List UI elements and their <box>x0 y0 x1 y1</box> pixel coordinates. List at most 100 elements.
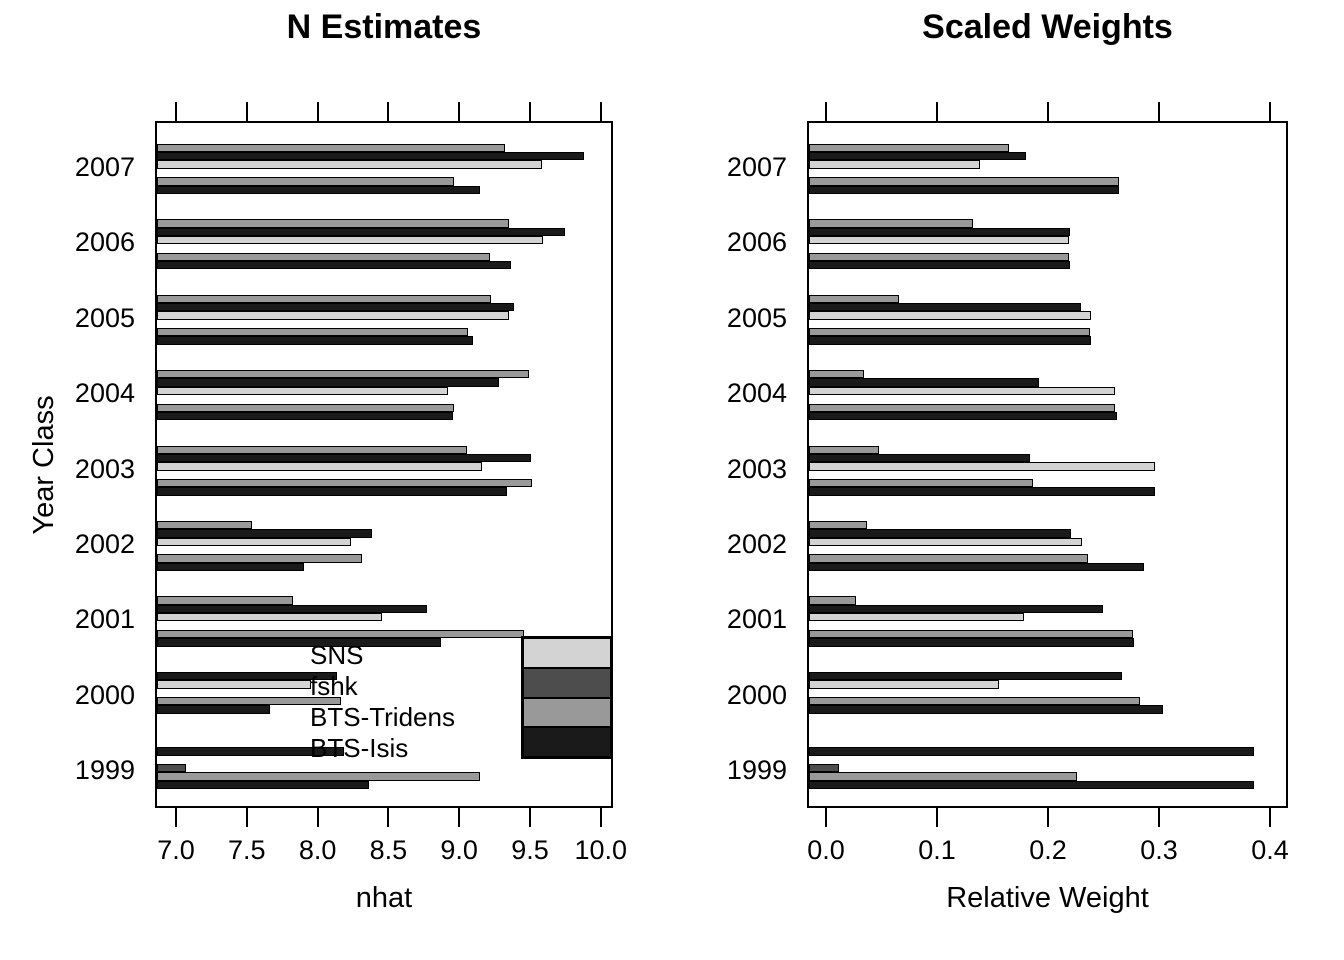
legend-label-fshk: fshk <box>310 671 358 702</box>
year-label: 2000 <box>726 679 787 710</box>
year-label: 2007 <box>74 151 135 182</box>
bar <box>157 747 344 756</box>
bar <box>809 261 1070 270</box>
bar <box>157 478 532 488</box>
x-tick-top <box>387 102 390 121</box>
year-label: 2002 <box>726 528 787 559</box>
bar <box>809 370 864 379</box>
year-label: 2007 <box>726 151 787 182</box>
bar <box>157 629 524 639</box>
bar <box>809 462 1156 471</box>
bar <box>157 152 585 161</box>
x-tick-top <box>1158 102 1160 121</box>
bar <box>157 311 510 320</box>
bar <box>157 177 455 186</box>
bar <box>809 705 1164 714</box>
x-axis-title-nhat: nhat <box>355 882 413 914</box>
plot-box-scaled-weights <box>807 121 1288 808</box>
bar <box>809 177 1119 186</box>
bar <box>809 554 1088 563</box>
x-tick-bottom <box>316 808 319 827</box>
bar <box>809 152 1026 161</box>
year-label: 2002 <box>74 528 135 559</box>
year-label: 1999 <box>726 755 787 786</box>
chart-title-n-estimates: N Estimates <box>286 8 482 46</box>
legend-swatch-fshk <box>523 667 611 698</box>
bar <box>157 671 337 681</box>
bar <box>157 403 455 412</box>
year-label: 2005 <box>726 302 787 333</box>
bar <box>157 328 469 337</box>
bar <box>809 529 1072 538</box>
bar <box>157 185 480 194</box>
bar <box>157 596 293 605</box>
year-label: 2001 <box>74 604 135 635</box>
x-tick-bottom <box>599 808 602 827</box>
year-label: 2006 <box>74 227 135 258</box>
chart-title-scaled-weights: Scaled Weights <box>922 8 1173 46</box>
legend-label-bts-tridens: BTS-Tridens <box>310 701 455 732</box>
x-tick-bottom <box>936 808 938 827</box>
bar <box>157 370 530 379</box>
x-tick-label: 10.0 <box>574 835 628 865</box>
legend <box>521 636 613 759</box>
bar <box>809 160 981 169</box>
year-label: 1999 <box>74 755 135 786</box>
legend-swatch-bts-tridens <box>523 697 611 728</box>
bar <box>809 302 1082 312</box>
x-tick-label: 0.4 <box>1251 835 1289 865</box>
x-tick-label: 0.1 <box>918 835 956 865</box>
bar <box>157 294 491 303</box>
bar <box>809 780 1255 790</box>
bar <box>809 252 1069 261</box>
bar <box>157 554 363 563</box>
bar <box>157 780 370 790</box>
year-label: 2003 <box>74 453 135 484</box>
x-tick-bottom <box>175 808 177 827</box>
bar <box>809 747 1255 756</box>
bar <box>809 403 1116 412</box>
bar <box>809 562 1145 572</box>
x-tick-bottom <box>1047 808 1049 827</box>
x-tick-label: 8.5 <box>369 835 408 865</box>
bar <box>157 537 351 547</box>
x-tick-top <box>936 102 938 121</box>
x-tick-top <box>599 102 602 121</box>
bar <box>809 671 1123 681</box>
bar <box>809 604 1104 614</box>
x-tick-top <box>1047 102 1049 121</box>
year-label: 2004 <box>726 378 787 409</box>
x-tick-top <box>1269 102 1271 121</box>
x-tick-label: 7.5 <box>228 835 266 865</box>
x-tick-bottom <box>458 808 461 827</box>
x-tick-bottom <box>1158 808 1160 827</box>
bar <box>809 520 867 530</box>
bar <box>157 302 514 312</box>
bar <box>809 336 1092 345</box>
bar <box>157 252 490 261</box>
x-tick-bottom <box>245 808 248 827</box>
bar <box>157 696 341 706</box>
x-tick-bottom <box>529 808 531 827</box>
bar <box>809 328 1090 337</box>
bar <box>157 378 500 387</box>
bar <box>157 772 480 781</box>
bar <box>809 185 1119 194</box>
legend-swatch-bts-isis <box>523 727 611 757</box>
bar <box>157 386 449 396</box>
x-axis-title-relative-weight: Relative Weight <box>946 882 1149 914</box>
x-tick-label: 9.0 <box>440 835 478 865</box>
bar <box>809 537 1083 547</box>
bar <box>809 143 1009 153</box>
x-tick-bottom <box>387 808 390 827</box>
bar <box>157 604 428 614</box>
bar <box>157 143 506 153</box>
bar <box>809 378 1039 387</box>
x-tick-top <box>316 102 319 121</box>
bar <box>157 705 271 714</box>
bar <box>809 629 1134 639</box>
bar <box>809 596 856 605</box>
x-tick-label: 9.5 <box>511 835 549 865</box>
year-label: 2001 <box>726 604 787 635</box>
